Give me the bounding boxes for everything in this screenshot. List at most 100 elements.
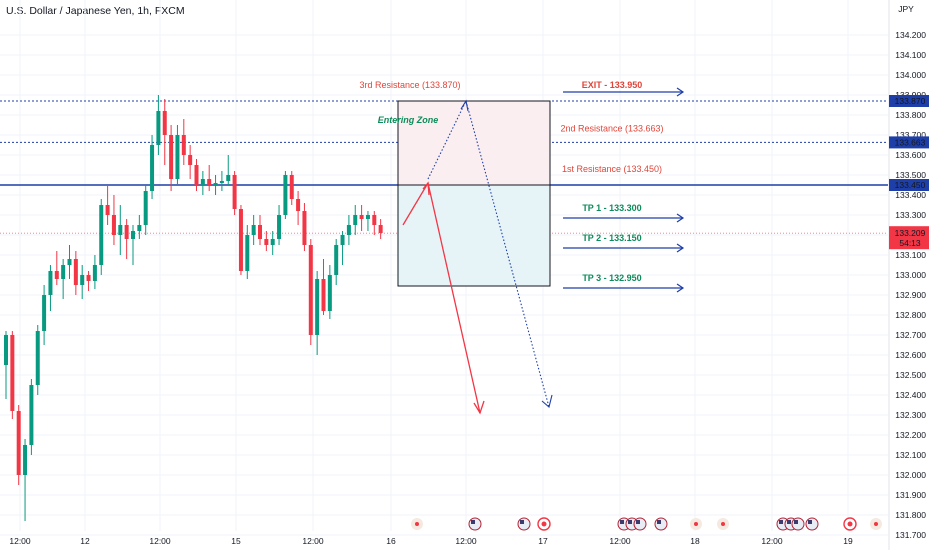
level-price-label: 133.870 xyxy=(895,96,926,106)
level-price-tag xyxy=(889,179,929,191)
price-axis-bg xyxy=(889,0,932,550)
candle-body xyxy=(378,225,383,233)
y-tick-label: 132.000 xyxy=(895,470,926,480)
target-zone-box xyxy=(397,184,551,287)
entering-zone-label: Entering Zone xyxy=(378,115,439,125)
y-tick-label: 134.000 xyxy=(895,70,926,80)
y-tick-label: 132.500 xyxy=(895,370,926,380)
resistance-2-label: 2nd Resistance (133.663) xyxy=(560,123,663,133)
countdown-label: 54:13 xyxy=(899,238,921,248)
level-price-label: 133.663 xyxy=(895,137,926,147)
us-flag-canton-icon xyxy=(808,520,812,524)
drop-arrow xyxy=(427,182,481,414)
y-tick-label: 132.400 xyxy=(895,390,926,400)
candle-body xyxy=(35,331,40,385)
x-tick-label: 16 xyxy=(386,536,396,546)
y-tick-label: 133.500 xyxy=(895,170,926,180)
us-flag-canton-icon xyxy=(794,520,798,524)
projection-arrows xyxy=(402,99,553,415)
candle-body xyxy=(308,245,313,335)
x-tick-label: 12:00 xyxy=(9,536,31,546)
retest-arrow xyxy=(427,100,467,180)
japan-event-dot-icon xyxy=(541,521,547,527)
y-tick-label: 133.600 xyxy=(895,150,926,160)
y-tick-label: 132.100 xyxy=(895,450,926,460)
y-tick-label: 131.900 xyxy=(895,490,926,500)
candle-body xyxy=(321,279,326,311)
y-tick-label: 132.300 xyxy=(895,410,926,420)
annotations: 3rd Resistance (133.870) 2nd Resistance (… xyxy=(359,80,685,293)
y-tick-label: 132.200 xyxy=(895,430,926,440)
candle-body xyxy=(283,175,288,215)
us-flag-canton-icon xyxy=(628,520,632,524)
candle-body xyxy=(54,271,59,279)
x-tick-label: 19 xyxy=(843,536,853,546)
y-tick-label: 133.100 xyxy=(895,250,926,260)
currency-label: JPY xyxy=(898,4,914,14)
level-price-tag xyxy=(889,136,929,149)
y-tick-label: 132.600 xyxy=(895,350,926,360)
drop-arrow-head xyxy=(473,400,485,415)
y-tick-label: 132.700 xyxy=(895,330,926,340)
x-tick-label: 18 xyxy=(690,536,700,546)
event-markers xyxy=(411,517,882,531)
y-tick-label: 131.700 xyxy=(895,530,926,540)
candle-body xyxy=(105,205,110,215)
time-axis[interactable]: 12:00 12 12:00 15 12:00 16 12:00 17 12:00 18 12:00… xyxy=(9,536,853,546)
y-tick-label: 134.100 xyxy=(895,50,926,60)
candle-body xyxy=(150,145,155,191)
candle-body xyxy=(16,411,21,475)
last-price-tag xyxy=(889,226,929,250)
us-flag-canton-icon xyxy=(779,520,783,524)
candle-body xyxy=(118,225,123,235)
candle-body xyxy=(181,135,186,155)
target-label: TP 3 - 132.950 xyxy=(582,273,641,283)
japan-event-dot-icon xyxy=(847,521,853,527)
x-tick-label: 15 xyxy=(231,536,241,546)
candle-body xyxy=(124,225,129,239)
candle-body xyxy=(92,265,97,281)
candle-body xyxy=(353,215,358,225)
candle-body xyxy=(162,111,167,135)
x-tick-label: 12:00 xyxy=(761,536,783,546)
us-flag-canton-icon xyxy=(620,520,624,524)
us-flag-canton-icon xyxy=(787,520,791,524)
y-tick-label: 132.900 xyxy=(895,290,926,300)
target-arrow-head xyxy=(676,87,685,97)
y-tick-label: 133.300 xyxy=(895,210,926,220)
candle-body xyxy=(4,335,8,365)
y-tick-label: 133.700 xyxy=(895,130,926,140)
us-flag-canton-icon xyxy=(471,520,475,524)
candle-body xyxy=(86,275,91,281)
projection-arrow xyxy=(465,100,550,408)
target-arrow-head xyxy=(676,283,685,293)
candle-body xyxy=(73,259,78,285)
x-tick-label: 12:00 xyxy=(455,536,477,546)
candle-body xyxy=(194,165,199,185)
candle-body xyxy=(340,235,345,245)
y-tick-label: 131.800 xyxy=(895,510,926,520)
candle-body xyxy=(169,135,174,179)
candle-body xyxy=(219,181,224,183)
candle-body xyxy=(315,279,320,335)
candle-body xyxy=(334,245,339,275)
zone-boxes xyxy=(397,100,551,287)
candle-body xyxy=(296,199,301,211)
candle-body xyxy=(213,183,218,185)
x-tick-label: 12 xyxy=(80,536,90,546)
chart-title: U.S. Dollar / Japanese Yen, 1h, FXCM xyxy=(6,5,185,17)
candle-body xyxy=(264,239,269,245)
y-tick-label: 134.200 xyxy=(895,30,926,40)
y-tick-label: 133.400 xyxy=(895,190,926,200)
candle-body xyxy=(188,155,193,165)
candle-body xyxy=(232,175,237,209)
price-axis[interactable]: JPY134.200134.100134.000133.900133.80013… xyxy=(888,0,932,550)
x-tick-label: 17 xyxy=(538,536,548,546)
us-flag-canton-icon xyxy=(636,520,640,524)
candle-body xyxy=(29,385,34,445)
candle-body xyxy=(359,215,364,219)
candle-body xyxy=(200,179,205,185)
last-price-label: 133.209 xyxy=(895,228,926,238)
level-price-tag xyxy=(889,95,929,107)
